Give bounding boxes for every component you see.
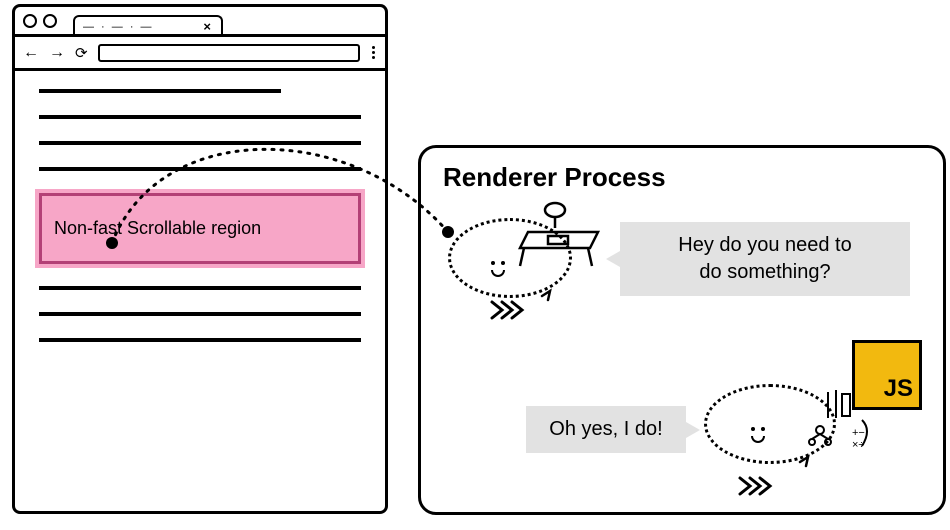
traffic-light-icon	[23, 14, 37, 28]
reload-icon[interactable]: ⟳	[75, 44, 88, 62]
js-badge: JS	[852, 340, 922, 410]
forward-icon[interactable]: →	[49, 44, 65, 62]
content-line	[39, 286, 361, 290]
speech-text: do something?	[699, 261, 830, 283]
close-icon[interactable]: ×	[203, 19, 213, 34]
content-line	[39, 312, 361, 316]
browser-tab[interactable]: — · — · — ×	[73, 15, 223, 37]
non-fast-scrollable-region: Non-fast Scrollable region	[39, 193, 361, 264]
tab-label: — · — · —	[83, 21, 154, 33]
content-line	[39, 338, 361, 342]
speech-text: Oh yes, I do!	[549, 418, 662, 440]
face-icon	[488, 252, 508, 277]
face-icon	[748, 418, 768, 443]
renderer-title: Renderer Process	[421, 148, 943, 197]
speech-text: Hey do you need to	[678, 234, 851, 256]
content-line	[39, 115, 361, 119]
url-bar[interactable]	[98, 44, 360, 62]
js-label: JS	[884, 375, 913, 403]
page-content: Non-fast Scrollable region	[15, 71, 385, 382]
content-line	[39, 89, 281, 93]
traffic-light-icon	[43, 14, 57, 28]
speech-bubble-compositor: Hey do you need to do something?	[620, 222, 910, 296]
content-line	[39, 167, 361, 171]
browser-titlebar: — · — · — ×	[15, 7, 385, 37]
browser-toolbar: ← → ⟳	[15, 37, 385, 71]
menu-icon[interactable]	[370, 46, 377, 59]
compositor-thread-doodle	[448, 218, 572, 298]
browser-window: — · — · — × ← → ⟳ Non-fast Scrollable re…	[12, 4, 388, 514]
back-icon[interactable]: ←	[23, 44, 39, 62]
main-thread-doodle	[704, 384, 836, 464]
content-line	[39, 141, 361, 145]
speech-bubble-main-thread: Oh yes, I do!	[526, 406, 686, 453]
renderer-process-panel: Renderer Process	[418, 145, 946, 515]
